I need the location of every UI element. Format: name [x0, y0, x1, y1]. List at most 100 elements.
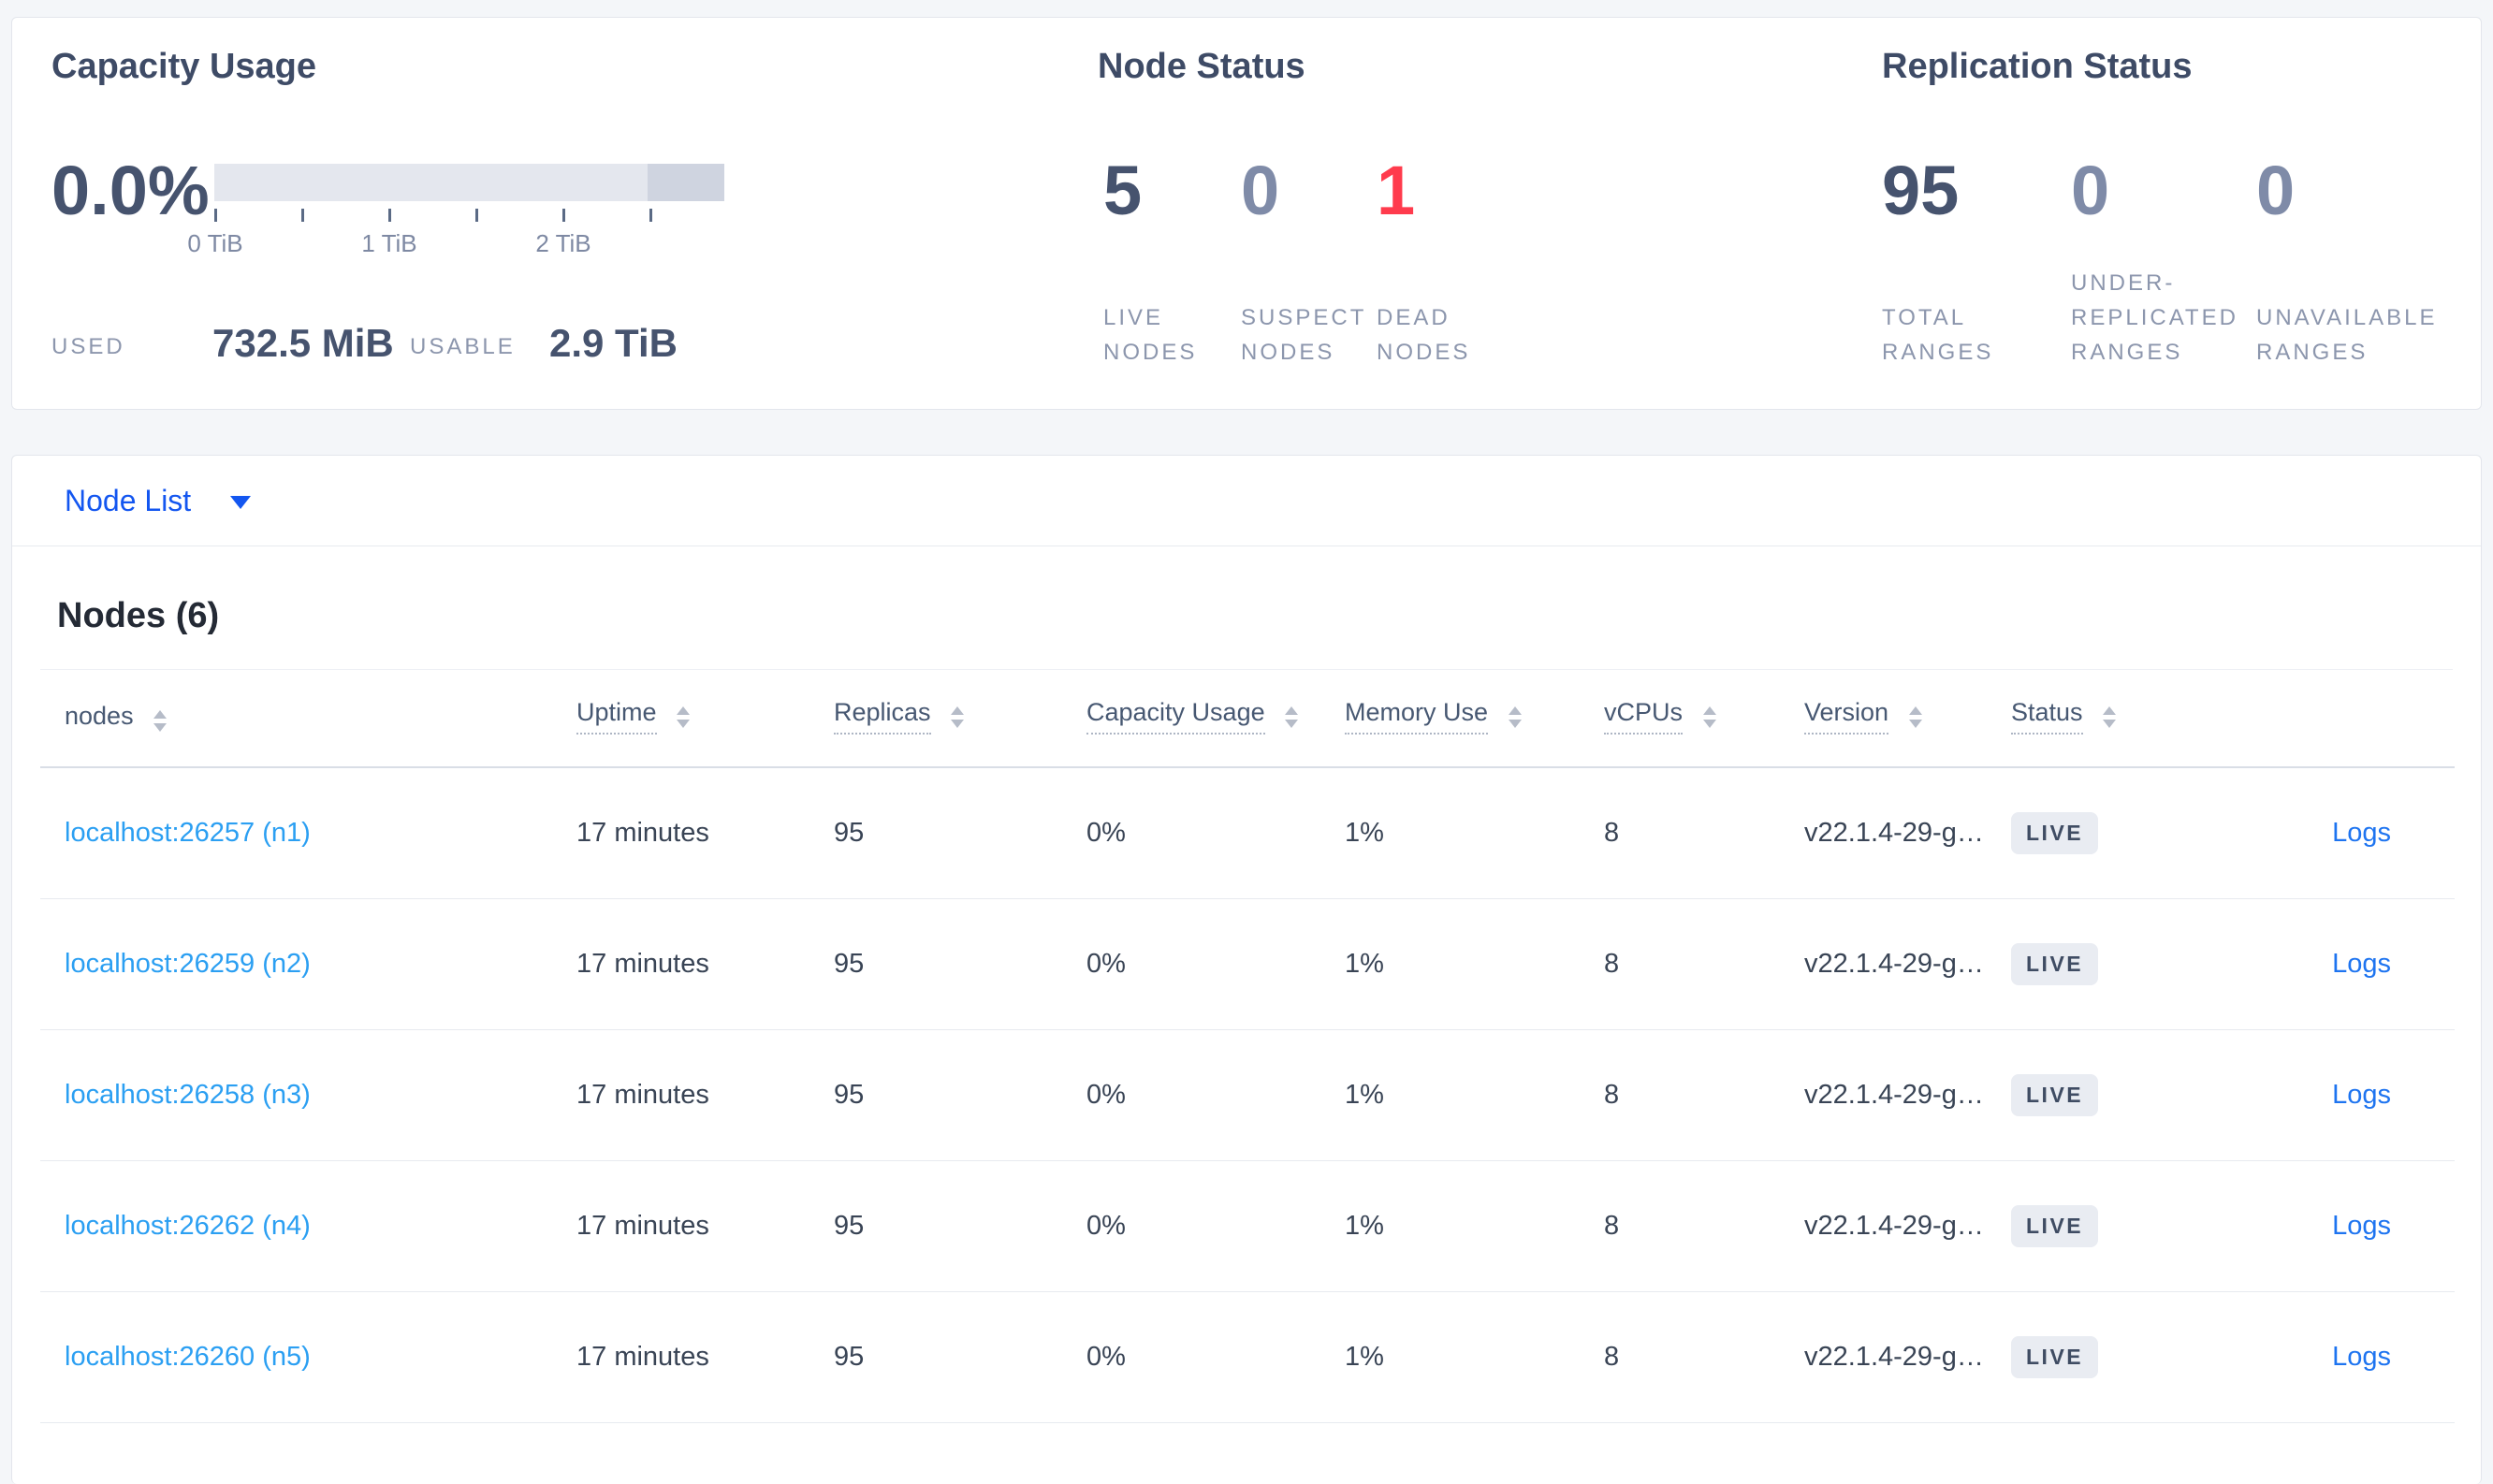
capacity-gauge-dark-segment — [648, 164, 724, 201]
capacity-usage-title: Capacity Usage — [51, 47, 317, 86]
sort-icon — [951, 706, 965, 728]
unavailable-ranges-label: UNAVAILABLE RANGES — [2256, 305, 2438, 365]
table-row: localhost:26257 (n1) 17 minutes 95 0% 1%… — [40, 767, 2455, 899]
sort-icon — [677, 706, 691, 728]
under-replicated-ranges-label: UNDER-REPLICATED RANGES — [2071, 270, 2238, 365]
replicas-cell: 95 — [834, 1029, 1086, 1161]
column-header-logs — [2198, 670, 2455, 768]
version-cell: v22.1.4-29-g… — [1804, 1291, 2011, 1423]
capacity-usage-cell: 0% — [1086, 898, 1345, 1030]
logs-link[interactable]: Logs — [2332, 1079, 2391, 1110]
live-nodes-value: 5 — [1103, 152, 1143, 229]
column-header-label: vCPUs — [1604, 698, 1684, 735]
capacity-usage-cell: 0% — [1086, 1029, 1345, 1161]
axis-tick-label: 2 TiB — [535, 229, 591, 257]
memory-use-cell: 1% — [1345, 1029, 1604, 1161]
replicas-cell: 95 — [834, 898, 1086, 1030]
sort-icon — [1702, 706, 1716, 728]
nodes-card: Node List Nodes (6) nodes Uptime Replica… — [11, 455, 2482, 1484]
table-row: localhost:26262 (n4) 17 minutes 95 0% 1%… — [40, 1160, 2455, 1292]
axis-tick — [301, 209, 304, 222]
cluster-summary-card: Capacity Usage 0.0% 0 TiB 1 TiB 2 TiB US… — [11, 17, 2482, 410]
dead-nodes-stat: 1 DEAD NODES — [1377, 18, 1517, 409]
node-link[interactable]: localhost:26257 (n1) — [65, 817, 311, 848]
column-header-label: Version — [1804, 698, 1889, 735]
view-selector-label: Node List — [65, 483, 192, 517]
axis-tick — [475, 209, 478, 222]
memory-use-cell: 1% — [1345, 1291, 1604, 1423]
replicas-cell: 95 — [834, 1160, 1086, 1292]
axis-tick-label: 0 TiB — [187, 229, 243, 257]
column-header-label: nodes — [65, 701, 134, 730]
memory-use-cell: 1% — [1345, 767, 1604, 899]
under-replicated-ranges-value: 0 — [2071, 152, 2110, 229]
sort-icon — [2103, 706, 2117, 728]
node-link[interactable]: localhost:26260 (n5) — [65, 1341, 311, 1372]
uptime-cell: 17 minutes — [576, 767, 834, 899]
vcpus-cell: 8 — [1604, 767, 1804, 899]
capacity-used-percent: 0.0% — [51, 152, 210, 229]
status-badge: LIVE — [2011, 1073, 2099, 1116]
capacity-usage-cell: 0% — [1086, 1291, 1345, 1423]
capacity-gauge-bar — [214, 164, 724, 201]
column-header-status[interactable]: Status — [2011, 670, 2198, 768]
uptime-cell: 17 minutes — [576, 898, 834, 1030]
used-value: 732.5 MiB — [212, 321, 394, 365]
uptime-cell: 17 minutes — [576, 1160, 834, 1292]
column-header-uptime[interactable]: Uptime — [576, 670, 834, 768]
sort-icon — [153, 709, 168, 732]
column-header-capacity-usage[interactable]: Capacity Usage — [1086, 670, 1345, 768]
column-header-memory-use[interactable]: Memory Use — [1345, 670, 1604, 768]
logs-link[interactable]: Logs — [2332, 817, 2391, 848]
axis-tick — [562, 209, 565, 222]
column-header-version[interactable]: Version — [1804, 670, 2011, 768]
usable-label: USABLE — [410, 334, 516, 359]
suspect-nodes-stat: 0 SUSPECT NODES — [1241, 18, 1381, 409]
nodes-heading: Nodes (6) — [57, 596, 220, 635]
live-nodes-stat: 5 LIVE NODES — [1103, 18, 1244, 409]
table-row: localhost:26260 (n5) 17 minutes 95 0% 1%… — [40, 1291, 2455, 1423]
memory-use-cell: 1% — [1345, 1160, 1604, 1292]
table-row: localhost:26258 (n3) 17 minutes 95 0% 1%… — [40, 1029, 2455, 1161]
column-header-label: Status — [2011, 698, 2083, 735]
total-ranges-value: 95 — [1882, 152, 1960, 229]
nodes-table: nodes Uptime Replicas Capacity Usage Mem… — [40, 670, 2455, 1423]
heading-divider — [40, 669, 2453, 670]
uptime-cell: 17 minutes — [576, 1029, 834, 1161]
total-ranges-stat: 95 TOTAL RANGES — [1882, 18, 2064, 409]
sort-icon — [1508, 706, 1522, 728]
replication-status-title: Replication Status — [1882, 47, 2193, 86]
chevron-down-icon — [230, 496, 252, 509]
sort-icon — [1285, 706, 1299, 728]
table-header-row: nodes Uptime Replicas Capacity Usage Mem… — [40, 670, 2455, 768]
version-cell: v22.1.4-29-g… — [1804, 1029, 2011, 1161]
uptime-cell: 17 minutes — [576, 1291, 834, 1423]
column-header-label: Replicas — [834, 698, 931, 735]
dead-nodes-value: 1 — [1377, 152, 1416, 229]
vcpus-cell: 8 — [1604, 1160, 1804, 1292]
node-link[interactable]: localhost:26262 (n4) — [65, 1210, 311, 1241]
sort-icon — [1908, 706, 1922, 728]
logs-link[interactable]: Logs — [2332, 948, 2391, 979]
logs-link[interactable]: Logs — [2332, 1341, 2391, 1372]
column-header-label: Capacity Usage — [1086, 698, 1265, 735]
version-cell: v22.1.4-29-g… — [1804, 898, 2011, 1030]
axis-tick — [649, 209, 652, 222]
column-header-vcpus[interactable]: vCPUs — [1604, 670, 1804, 768]
status-badge: LIVE — [2011, 942, 2099, 985]
table-row: localhost:26259 (n2) 17 minutes 95 0% 1%… — [40, 898, 2455, 1030]
status-badge: LIVE — [2011, 811, 2099, 854]
suspect-nodes-label: SUSPECT NODES — [1241, 305, 1366, 365]
vcpus-cell: 8 — [1604, 1029, 1804, 1161]
view-selector-dropdown[interactable]: Node List — [12, 456, 2481, 546]
axis-tick — [214, 209, 217, 222]
vcpus-cell: 8 — [1604, 898, 1804, 1030]
logs-link[interactable]: Logs — [2332, 1210, 2391, 1241]
column-header-replicas[interactable]: Replicas — [834, 670, 1086, 768]
unavailable-ranges-stat: 0 UNAVAILABLE RANGES — [2256, 18, 2443, 409]
total-ranges-label: TOTAL RANGES — [1882, 305, 1994, 365]
column-header-nodes[interactable]: nodes — [40, 670, 576, 768]
node-link[interactable]: localhost:26259 (n2) — [65, 948, 311, 979]
unavailable-ranges-value: 0 — [2256, 152, 2296, 229]
node-link[interactable]: localhost:26258 (n3) — [65, 1079, 311, 1110]
